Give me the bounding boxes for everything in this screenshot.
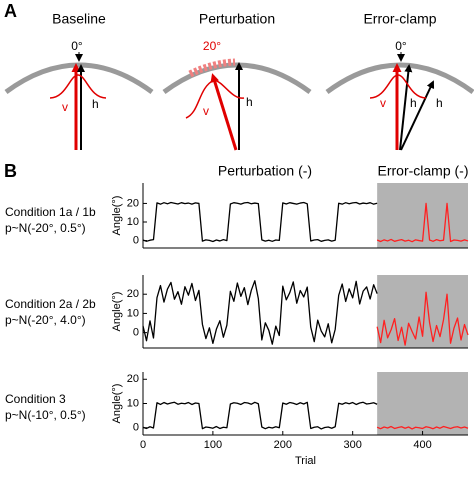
diagram-title: Baseline — [52, 11, 106, 27]
v-label: v — [62, 100, 68, 114]
condition-label: Condition 3 — [5, 392, 66, 406]
x-tick-label: 200 — [274, 439, 292, 451]
y-tick-label: 20 — [127, 288, 139, 300]
condition-label: Condition 1a / 1b — [5, 205, 96, 219]
y-tick-label: 0 — [133, 422, 139, 434]
v-label: v — [203, 104, 209, 118]
arc — [162, 62, 312, 95]
h-label: h — [246, 95, 253, 109]
distribution — [369, 74, 427, 99]
shaded-region — [377, 275, 468, 348]
y-axis-label: Angle(°) — [111, 384, 123, 424]
panel-label: A — [4, 1, 17, 21]
perturbation-diagram: Perturbation 20° v h — [162, 11, 312, 151]
h-label: h — [436, 96, 443, 110]
series-line — [142, 201, 378, 243]
h-arrow — [399, 64, 413, 151]
y-axis-label: Angle(°) — [111, 292, 123, 332]
arc — [325, 62, 474, 95]
y-tick-label: 10 — [127, 216, 139, 228]
series-line — [142, 401, 378, 430]
angle-label: 0° — [71, 39, 83, 53]
panel-label: B — [4, 161, 17, 181]
x-axis-label: Trial — [295, 455, 316, 467]
v-label: v — [380, 96, 386, 110]
diagram-title: Error-clamp — [363, 11, 436, 27]
y-tick-label: 10 — [127, 397, 139, 409]
condition-param: p~N(-10°, 0.5°) — [5, 408, 86, 422]
x-tick-label: 400 — [413, 439, 431, 451]
h-label: h — [410, 96, 417, 110]
series-line — [376, 202, 469, 243]
error-clamp-diagram: Error-clamp 0° v h h — [325, 11, 474, 151]
v-arrow — [210, 73, 238, 151]
column-header: Perturbation (-) — [218, 163, 312, 179]
condition-param: p~N(-20°, 0.5°) — [5, 221, 86, 235]
angle-label: 0° — [395, 39, 407, 53]
distribution — [49, 74, 107, 99]
condition-param: p~N(-20°, 4.0°) — [5, 313, 86, 327]
y-tick-label: 10 — [127, 307, 139, 319]
diagram-title: Perturbation — [199, 11, 275, 27]
angle-label: 20° — [203, 39, 221, 53]
y-axis-label: Angle(°) — [111, 196, 123, 236]
arc — [4, 62, 154, 95]
column-header: Error-clamp (-) — [378, 163, 469, 179]
x-tick-label: 0 — [140, 439, 146, 451]
distribution — [185, 79, 245, 119]
series-line — [142, 280, 378, 345]
y-tick-label: 20 — [127, 197, 139, 209]
h-arrow — [400, 80, 435, 151]
y-tick-label: 20 — [127, 373, 139, 385]
baseline-diagram: Baseline 0° v h — [4, 11, 154, 150]
h-label: h — [92, 97, 99, 111]
y-tick-label: 0 — [133, 327, 139, 339]
series-line — [376, 425, 469, 430]
x-tick-label: 100 — [204, 439, 222, 451]
y-tick-label: 0 — [133, 234, 139, 246]
series-line — [376, 291, 469, 346]
x-tick-label: 300 — [343, 439, 361, 451]
shaded-region — [377, 372, 468, 435]
condition-label: Condition 2a / 2b — [5, 297, 96, 311]
